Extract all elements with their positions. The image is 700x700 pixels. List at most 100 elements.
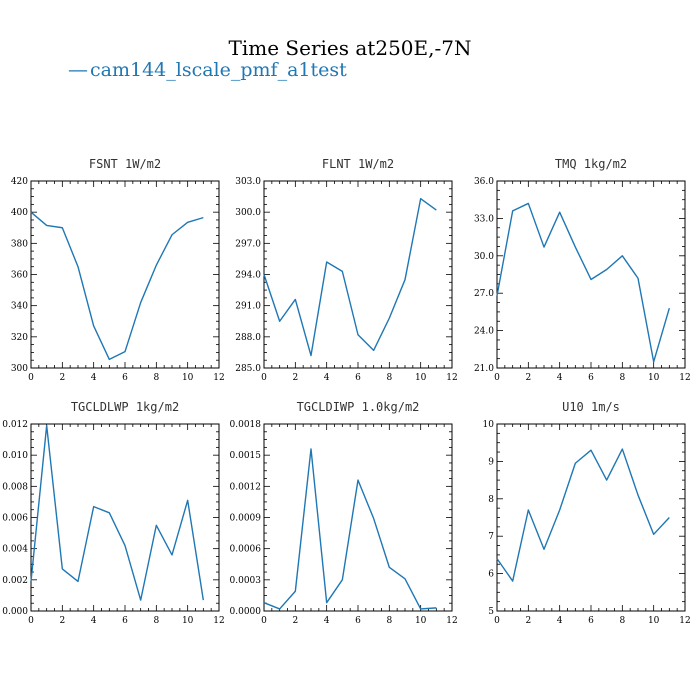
y-tick-label-fsnt: 380 <box>11 239 28 249</box>
x-tick-label-fsnt: 6 <box>122 373 128 383</box>
panel-tgcldiwp: TGCLDIWP 1.0kg/m2 0 2 4 6 8 10 12 0.0000 0.0003 0.… <box>230 400 458 626</box>
x-tick-label-flnt: 12 <box>446 373 457 383</box>
panel-flnt: FLNT 1W/m2 0 2 4 6 8 10 12 285.0 288.0 291.0 294.0 2… <box>235 157 457 383</box>
x-tick-label-u10: 12 <box>679 616 690 626</box>
y-tick-label-tmq: 30.0 <box>474 252 494 262</box>
panel-fsnt: FSNT 1W/m2 0 2 4 6 8 10 12 300 320 340 360 380 400 420 <box>11 157 225 383</box>
x-tick-label-fsnt: 12 <box>213 373 224 383</box>
x-tick-label-tgcldlwp: 12 <box>213 616 224 626</box>
x-tick-label-u10: 10 <box>648 616 660 626</box>
x-tick-label-fsnt: 0 <box>28 373 34 383</box>
y-tick-label-fsnt: 300 <box>11 364 28 374</box>
x-tick-label-fsnt: 2 <box>59 373 65 383</box>
y-tick-label-u10: 5 <box>488 607 494 617</box>
x-tick-label-tgcldlwp: 6 <box>122 616 128 626</box>
plot-frame-tmq <box>496 180 686 369</box>
panel-title-tgcldiwp: TGCLDIWP 1.0kg/m2 <box>297 400 420 414</box>
x-tick-label-tgcldlwp: 0 <box>28 616 34 626</box>
y-tick-label-flnt: 300.0 <box>235 208 261 218</box>
panel-u10: U10 1m/s 0 2 4 6 8 10 12 5 6 7 8 9 10 <box>483 400 691 626</box>
panel-tmq: TMQ 1kg/m2 0 2 4 6 8 10 12 21.0 24.0 27.0 30.0 33.0 3… <box>474 157 691 383</box>
x-tick-label-u10: 6 <box>588 616 594 626</box>
x-tick-label-flnt: 4 <box>324 373 330 383</box>
series-line-flnt <box>263 197 437 357</box>
series-line-tgcldiwp <box>263 448 437 610</box>
y-tick-label-u10: 9 <box>488 457 494 467</box>
y-tick-label-tgcldlwp: 0.008 <box>2 482 28 492</box>
y-tick-label-tgcldlwp: 0.002 <box>2 576 28 586</box>
x-tick-label-tmq: 6 <box>588 373 594 383</box>
x-tick-label-tgcldiwp: 8 <box>386 616 392 626</box>
y-tick-label-fsnt: 400 <box>11 208 28 218</box>
y-tick-label-tgcldiwp: 0.0012 <box>230 482 262 492</box>
y-tick-label-tmq: 36.0 <box>474 177 494 187</box>
panel-title-u10: U10 1m/s <box>562 400 620 414</box>
y-tick-label-tgcldiwp: 0.0009 <box>230 514 262 524</box>
x-tick-label-tgcldiwp: 2 <box>292 616 298 626</box>
x-tick-label-tgcldiwp: 12 <box>446 616 457 626</box>
panels: FSNT 1W/m20 2 4 6 8 10 12300320340360380400420… <box>2 157 690 626</box>
legend-label: cam144_lscale_pmf_a1test <box>90 59 347 81</box>
figure-title: Time Series at250E,-7N <box>229 36 472 60</box>
x-tick-label-tmq: 4 <box>557 373 563 383</box>
x-tick-label-tgcldiwp: 4 <box>324 616 330 626</box>
y-tick-label-flnt: 303.0 <box>235 177 261 187</box>
y-tick-label-tgcldiwp: 0.0015 <box>230 451 262 461</box>
y-tick-label-tgcldiwp: 0.0006 <box>230 545 262 555</box>
y-tick-label-tgcldiwp: 0.0000 <box>230 607 262 617</box>
plot-frame-tgcldiwp <box>263 423 453 612</box>
x-tick-label-tgcldlwp: 10 <box>182 616 194 626</box>
panel-tgcldlwp: TGCLDLWP 1kg/m2 0 2 4 6 8 10 12 0.000 0.002 0.004 0… <box>2 400 224 626</box>
x-tick-label-flnt: 0 <box>261 373 267 383</box>
y-tick-label-flnt: 294.0 <box>235 271 261 281</box>
y-tick-label-tgcldiwp: 0.0003 <box>230 576 262 586</box>
y-tick-label-tmq: 33.0 <box>474 214 494 224</box>
legend: — cam144_lscale_pmf_a1test <box>68 57 347 81</box>
plot-frame-flnt <box>263 180 453 369</box>
x-tick-label-u10: 4 <box>557 616 563 626</box>
y-tick-label-tgcldlwp: 0.000 <box>2 607 28 617</box>
x-tick-label-tgcldlwp: 4 <box>91 616 97 626</box>
plot-frame-u10 <box>496 423 686 612</box>
y-tick-label-tgcldlwp: 0.010 <box>2 451 28 461</box>
y-tick-label-flnt: 297.0 <box>235 239 261 249</box>
x-tick-label-tmq: 0 <box>494 373 500 383</box>
panel-title-tmq: TMQ 1kg/m2 <box>555 157 627 171</box>
x-tick-label-fsnt: 8 <box>153 373 159 383</box>
y-tick-label-fsnt: 420 <box>11 177 28 187</box>
x-tick-label-fsnt: 4 <box>91 373 97 383</box>
x-tick-label-flnt: 6 <box>355 373 361 383</box>
y-tick-label-u10: 8 <box>488 495 494 505</box>
x-tick-label-tgcldlwp: 2 <box>59 616 65 626</box>
x-tick-label-flnt: 10 <box>415 373 427 383</box>
series-line-fsnt <box>30 211 204 361</box>
legend-marker: — <box>68 57 88 81</box>
y-tick-label-u10: 6 <box>488 570 494 580</box>
series-line-tmq <box>496 202 671 363</box>
y-tick-label-tmq: 21.0 <box>474 364 494 374</box>
x-tick-label-tmq: 12 <box>679 373 690 383</box>
y-tick-label-flnt: 288.0 <box>235 333 261 343</box>
x-tick-label-tmq: 10 <box>648 373 660 383</box>
y-tick-label-tmq: 24.0 <box>474 327 494 337</box>
y-tick-label-tmq: 27.0 <box>474 289 494 299</box>
x-tick-label-u10: 0 <box>494 616 500 626</box>
series-line-u10 <box>496 448 670 582</box>
y-tick-label-tgcldlwp: 0.004 <box>2 545 28 555</box>
x-tick-label-tgcldiwp: 6 <box>355 616 361 626</box>
panel-title-tgcldlwp: TGCLDLWP 1kg/m2 <box>71 400 179 414</box>
x-tick-label-tgcldlwp: 8 <box>153 616 159 626</box>
y-tick-label-flnt: 285.0 <box>235 364 261 374</box>
x-tick-label-tgcldiwp: 0 <box>261 616 267 626</box>
x-tick-label-u10: 2 <box>525 616 531 626</box>
y-tick-label-fsnt: 360 <box>11 271 28 281</box>
x-tick-label-fsnt: 10 <box>182 373 194 383</box>
series-line-tgcldlwp <box>30 424 205 601</box>
y-tick-label-tgcldiwp: 0.0018 <box>230 420 262 430</box>
y-tick-label-flnt: 291.0 <box>235 302 261 312</box>
y-tick-label-tgcldlwp: 0.012 <box>2 420 28 430</box>
y-tick-label-tgcldlwp: 0.006 <box>2 514 28 524</box>
y-tick-label-fsnt: 340 <box>11 302 28 312</box>
x-tick-label-flnt: 2 <box>292 373 298 383</box>
